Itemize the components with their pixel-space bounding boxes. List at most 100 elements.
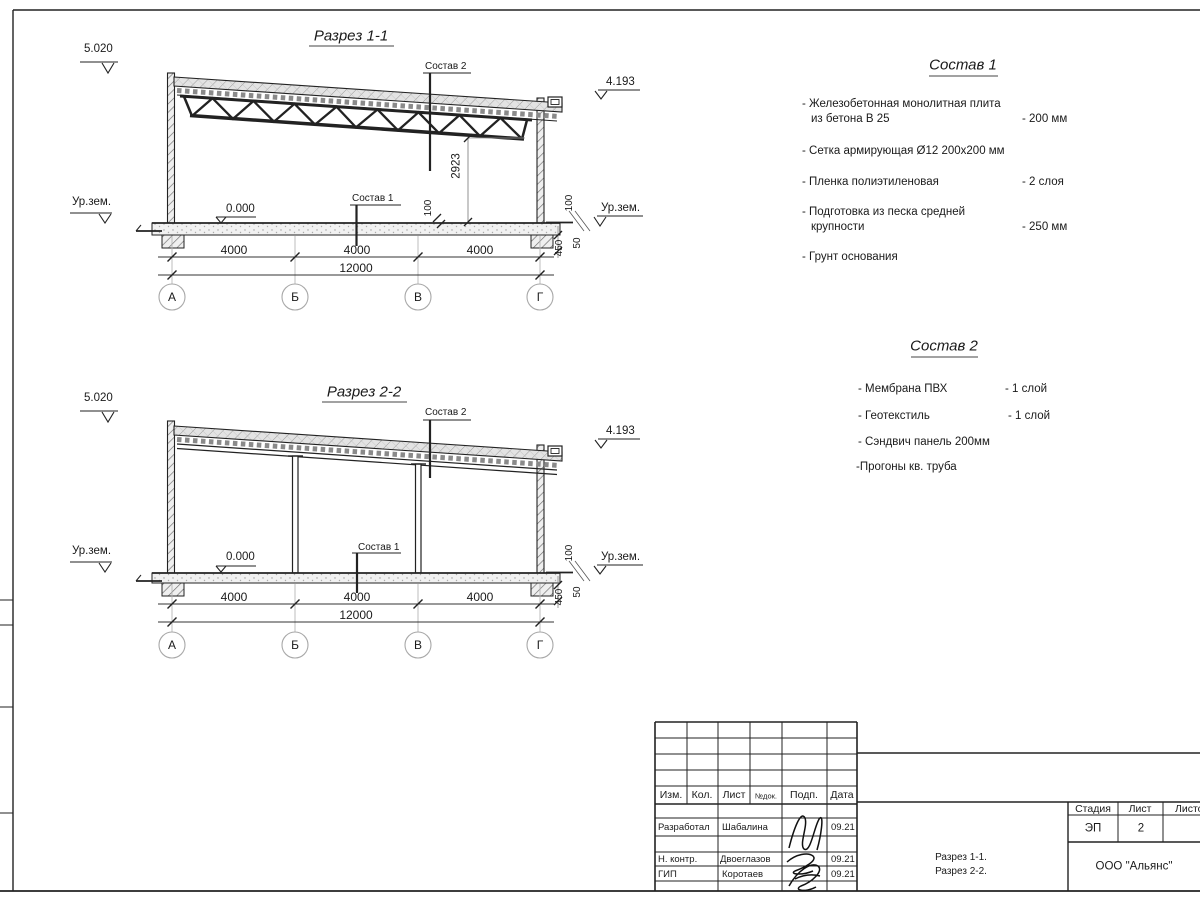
dim-50: 50 [572,586,583,598]
tb-stage-value: ЭП [1084,822,1102,835]
grid-label: А [167,638,177,652]
ground-level-label: Ур.зем. [72,545,112,557]
dimension-lines [158,252,554,280]
tb-sheet-value: 2 [1137,822,1145,835]
list-item-value: - 1 слой [1005,383,1048,395]
tb-col-list: Лист [722,788,746,801]
tb-name: Коротаев [722,869,764,880]
list-item: - Мембрана ПВХ [858,383,948,395]
ground-level-label: Ур.зем. [601,202,641,214]
tb-col-ndok: №док. [755,791,777,801]
dim-total: 12000 [339,608,373,622]
tb-name: Двоеглазов [720,854,771,865]
grid-extension-lines [171,236,541,284]
dim-height-value: 2923 [450,153,463,179]
grid-label: Г [536,290,544,304]
tb-doc-name: Разрез 2-2. [935,866,987,877]
list-item-value: - 2 слоя [1022,176,1064,188]
tb-role: Разработал [658,822,710,833]
sostav2-title: Состав 2 [910,337,978,355]
dim-100: 100 [423,199,434,217]
grid-circles [158,631,554,659]
section-2-2-linework [70,401,643,659]
grid-label: Б [291,290,299,304]
dim-total: 12000 [339,261,373,275]
tb-role: Н. контр. [658,854,698,865]
tb-col-kol: Кол. [691,788,713,801]
foundation-a [161,234,185,249]
leader-label-sostav1: Состав 1 [358,542,400,553]
list-item: - Железобетонная монолитная плита [802,98,1001,110]
dim-50: 50 [572,237,583,249]
dim-450: 450 [554,588,565,606]
signature-gip [786,853,821,892]
elevation-marks [70,410,643,575]
dim-span: 4000 [466,243,494,257]
foundation-a [161,582,185,597]
tb-role: ГИП [658,869,677,880]
grid-extension-lines [171,584,541,632]
signature-razrabotal [788,815,823,851]
dim-span: 4000 [343,243,371,257]
column-g [536,97,545,236]
elevation-zero: 0.000 [226,203,255,215]
elevation-value: 4.193 [606,76,635,88]
column-a [166,72,176,236]
list-item: из бетона В 25 [811,113,890,125]
roof-slab [173,425,563,462]
leader-label-sostav1: Состав 1 [352,193,394,204]
dim-span: 4000 [220,590,248,604]
dim-100: 100 [564,544,575,562]
tb-date: 09.21 [831,854,855,865]
foundation-g [530,582,554,597]
foundation-g [530,234,554,249]
list-item: - Геотекстиль [858,410,930,422]
grid-label: Б [291,638,299,652]
list-item: - Пленка полиэтиленовая [802,176,939,188]
tb-date: 09.21 [831,822,855,833]
section-1-title: Разрез 1-1 [313,27,389,45]
elevation-zero: 0.000 [226,551,255,563]
dim-450: 450 [554,239,565,257]
tb-date: 09.21 [831,869,855,880]
section-2-title: Разрез 2-2 [326,383,402,401]
titleblock-linework [654,721,1200,891]
section-1-1-linework [70,45,643,311]
tb-sheets-label: Листов [1174,802,1200,815]
tb-sheet-label: Лист [1128,802,1152,815]
signatures [786,815,823,892]
list-item: -Прогоны кв. труба [856,461,957,473]
dim-2923 [463,133,525,227]
tb-col-data: Дата [830,788,854,801]
list-item: - Сэндвич панель 200мм [858,436,990,448]
dim-span: 4000 [343,590,371,604]
tb-doc-name: Разрез 1-1. [935,852,987,863]
eave-beam-bottom [176,447,558,476]
grid-label: В [413,290,423,304]
tb-company: ООО "Альянс" [1095,860,1173,873]
elevation-value: 5.020 [84,392,113,404]
elevation-marks [70,61,643,227]
leader-label-sostav2: Состав 2 [425,61,467,72]
grid-circles [158,283,554,311]
elevation-value: 5.020 [84,43,113,55]
dim-span: 4000 [220,243,248,257]
list-item: - Грунт основания [802,251,898,263]
tb-col-podp: Подп. [790,788,818,801]
list-item: - Подготовка из песка средней [802,206,966,218]
list-item-value: - 200 мм [1022,113,1068,125]
grid-label: В [413,638,423,652]
grid-label: А [167,290,177,304]
sostav1-title: Состав 1 [929,56,997,74]
list-item: - Сетка армирующая Ø12 200x200 мм [802,145,1005,157]
tb-name: Шабалина [722,822,768,833]
roof-slab [173,76,563,113]
ground-level-label: Ур.зем. [601,551,641,563]
elevation-value: 4.193 [606,425,635,437]
list-item-value: - 250 мм [1022,221,1068,233]
dim-100: 100 [564,194,575,212]
leader-label-sostav2: Состав 2 [425,407,467,418]
tb-stage-label: Стадия [1075,802,1111,815]
